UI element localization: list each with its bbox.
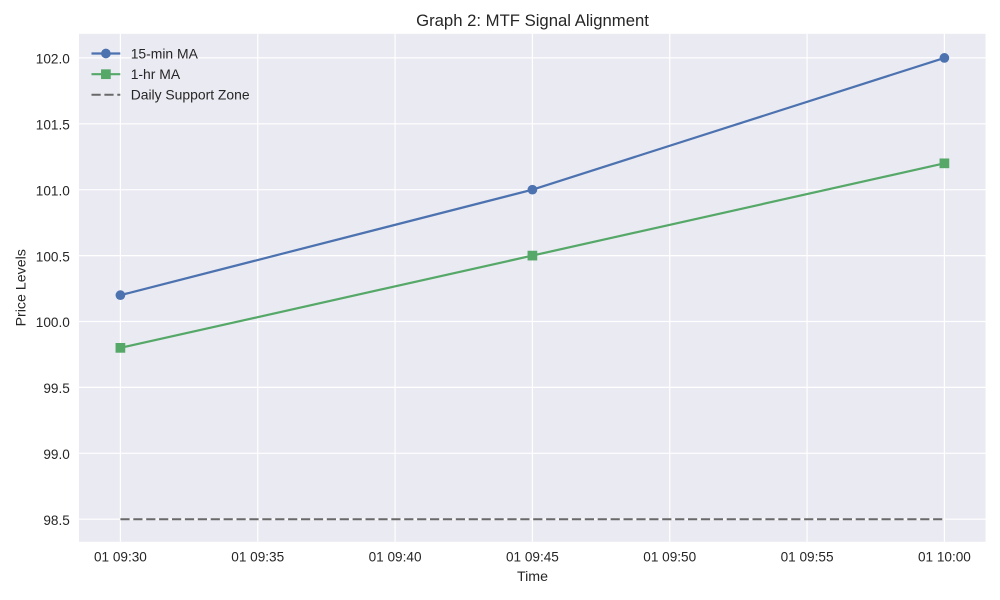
svg-text:Graph 2: MTF Signal Alignment: Graph 2: MTF Signal Alignment [416,11,649,30]
svg-text:101.5: 101.5 [36,118,70,133]
svg-text:Price Levels: Price Levels [13,249,29,326]
svg-text:Daily Support Zone: Daily Support Zone [131,87,250,103]
svg-text:01 09:50: 01 09:50 [643,550,696,565]
svg-text:01 09:40: 01 09:40 [369,550,422,565]
svg-text:15-min MA: 15-min MA [131,45,199,61]
svg-text:1-hr MA: 1-hr MA [131,66,181,82]
svg-text:100.0: 100.0 [36,315,70,330]
svg-text:01 09:30: 01 09:30 [94,550,147,565]
svg-text:01 10:00: 01 10:00 [918,550,971,565]
svg-text:01 09:35: 01 09:35 [231,550,284,565]
svg-text:101.0: 101.0 [36,183,70,198]
svg-text:Time: Time [517,569,548,585]
svg-text:99.5: 99.5 [43,381,69,396]
svg-text:01 09:55: 01 09:55 [781,550,834,565]
svg-text:99.0: 99.0 [43,447,70,462]
svg-text:98.5: 98.5 [43,513,69,528]
svg-text:100.5: 100.5 [36,249,70,264]
svg-text:01 09:45: 01 09:45 [506,550,559,565]
svg-text:102.0: 102.0 [36,52,70,67]
